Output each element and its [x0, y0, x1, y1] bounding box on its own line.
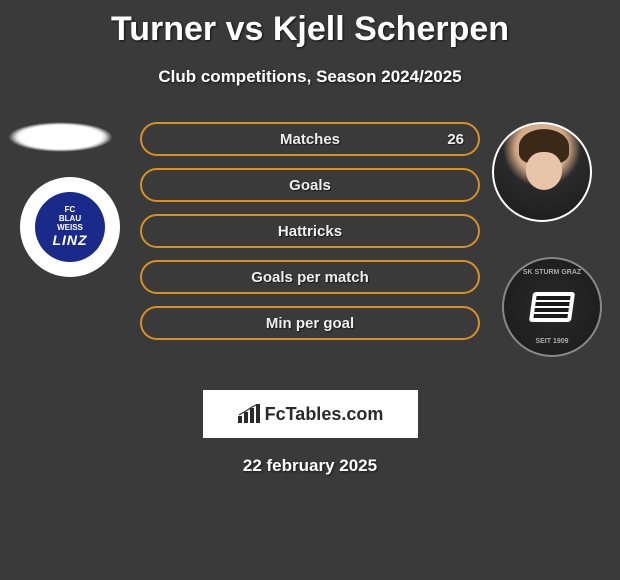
- subtitle: Club competitions, Season 2024/2025: [0, 67, 620, 87]
- stat-label: Goals: [289, 177, 331, 194]
- club-right-badge: SK STURM GRAZ SEIT 1909: [502, 257, 602, 357]
- stat-value-right: 26: [447, 131, 464, 148]
- club-left-badge: FC BLAU WEISS LINZ: [20, 177, 120, 277]
- stat-row-goals: Goals: [140, 168, 480, 202]
- player-left-avatar-placeholder: [8, 122, 113, 152]
- page-title: Turner vs Kjell Scherpen: [0, 0, 620, 49]
- club-right-top-text: SK STURM GRAZ: [504, 269, 600, 276]
- stats-area: FC BLAU WEISS LINZ SK STURM GRAZ SEIT 19…: [0, 122, 620, 382]
- stat-label: Min per goal: [266, 315, 354, 332]
- club-right-flag-icon: [529, 292, 575, 322]
- stat-row-goals-per-match: Goals per match: [140, 260, 480, 294]
- stat-row-hattricks: Hattricks: [140, 214, 480, 248]
- stat-label: Hattricks: [278, 223, 342, 240]
- stat-label: Goals per match: [251, 269, 369, 286]
- stat-label: Matches: [280, 131, 340, 148]
- watermark-text: FcTables.com: [265, 404, 384, 425]
- bars-icon: [237, 404, 261, 424]
- club-left-line4: LINZ: [52, 233, 87, 248]
- stat-row-min-per-goal: Min per goal: [140, 306, 480, 340]
- watermark: FcTables.com: [203, 390, 418, 438]
- player-right-avatar: [492, 122, 592, 222]
- stat-row-matches: Matches 26: [140, 122, 480, 156]
- date: 22 february 2025: [0, 456, 620, 476]
- club-left-badge-inner: FC BLAU WEISS LINZ: [35, 192, 105, 262]
- club-right-bottom-text: SEIT 1909: [504, 338, 600, 345]
